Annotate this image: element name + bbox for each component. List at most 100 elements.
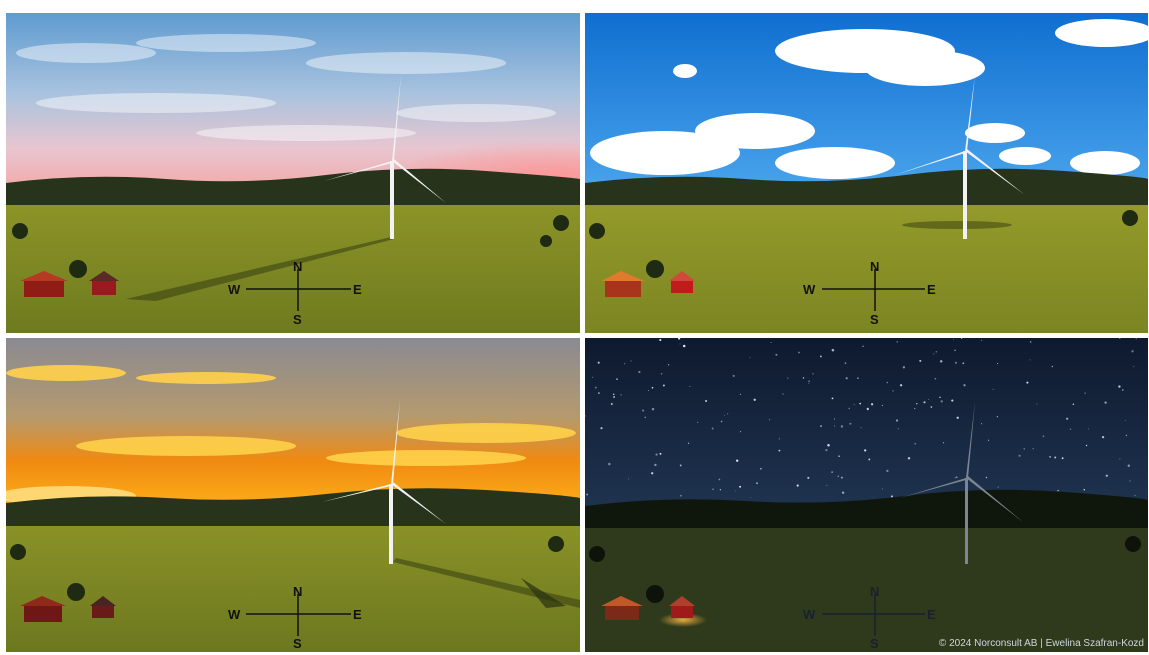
star [868, 458, 871, 461]
star [679, 343, 681, 345]
star [732, 374, 735, 377]
compass-south-label: S [293, 636, 302, 651]
star [727, 413, 729, 415]
star [1087, 428, 1089, 430]
star [651, 472, 654, 475]
star [896, 341, 898, 343]
star [585, 415, 586, 417]
compass-south-label: S [870, 312, 879, 327]
night-panel: N S E W © 2024 Norconsult AB | Ewelina S… [585, 338, 1148, 652]
star [594, 386, 597, 389]
star [870, 403, 874, 406]
star [647, 390, 649, 391]
star [923, 401, 926, 404]
star [1122, 389, 1124, 391]
star [798, 351, 800, 354]
star [630, 360, 632, 362]
star [997, 486, 999, 488]
star [616, 378, 618, 380]
compass-north-label: N [293, 259, 302, 274]
star [1134, 494, 1136, 497]
star [834, 425, 835, 427]
star [881, 488, 883, 490]
star [724, 414, 726, 416]
star [853, 403, 855, 405]
star [1049, 456, 1051, 458]
star [956, 416, 959, 420]
star [1127, 464, 1131, 468]
star [1124, 419, 1126, 421]
star [916, 403, 918, 405]
star [638, 370, 641, 374]
star [897, 428, 899, 430]
star [682, 344, 686, 348]
star [1129, 480, 1131, 482]
star [608, 462, 611, 466]
star [1072, 403, 1075, 406]
star [620, 394, 622, 396]
star [914, 408, 916, 410]
star [954, 349, 956, 352]
star [778, 449, 781, 452]
compass-east-label: E [927, 607, 936, 622]
star [845, 377, 848, 380]
star [890, 495, 893, 498]
star [892, 390, 894, 392]
compass-east-label: E [353, 607, 362, 622]
star [1061, 457, 1064, 460]
star [1057, 489, 1059, 492]
star [597, 361, 600, 364]
star [956, 476, 958, 478]
star [659, 338, 662, 342]
star [933, 353, 935, 355]
star [848, 407, 850, 410]
star [1029, 359, 1031, 361]
star [1051, 365, 1054, 368]
star [919, 359, 922, 362]
star [840, 425, 844, 428]
compass-south-label: S [293, 312, 302, 327]
star [1042, 435, 1045, 438]
star [782, 393, 784, 395]
star [711, 427, 714, 430]
star [841, 491, 845, 494]
star [812, 372, 814, 375]
star [1119, 338, 1121, 339]
star [689, 386, 691, 388]
star [961, 338, 963, 340]
star [660, 372, 663, 375]
star [827, 444, 830, 447]
star [992, 388, 994, 390]
star [736, 459, 739, 462]
star [963, 384, 966, 387]
star [939, 396, 941, 398]
star [719, 489, 722, 491]
star [907, 457, 911, 460]
star [787, 377, 789, 379]
star [775, 353, 778, 356]
star [1131, 350, 1134, 353]
star [954, 477, 956, 479]
star [680, 494, 682, 497]
star [679, 464, 682, 467]
star [1125, 434, 1128, 437]
star [718, 478, 721, 481]
star [943, 442, 945, 444]
star [838, 455, 840, 457]
star [840, 476, 843, 479]
star [612, 393, 615, 396]
star [802, 377, 805, 379]
star [997, 363, 999, 365]
star [1083, 488, 1086, 491]
star [849, 422, 852, 425]
star [952, 338, 954, 340]
star [697, 421, 699, 424]
star [750, 497, 752, 499]
star [1135, 338, 1137, 340]
star [739, 393, 742, 396]
star [857, 377, 859, 379]
star [831, 471, 833, 473]
star [586, 493, 589, 496]
star [837, 475, 840, 477]
star [985, 476, 988, 479]
